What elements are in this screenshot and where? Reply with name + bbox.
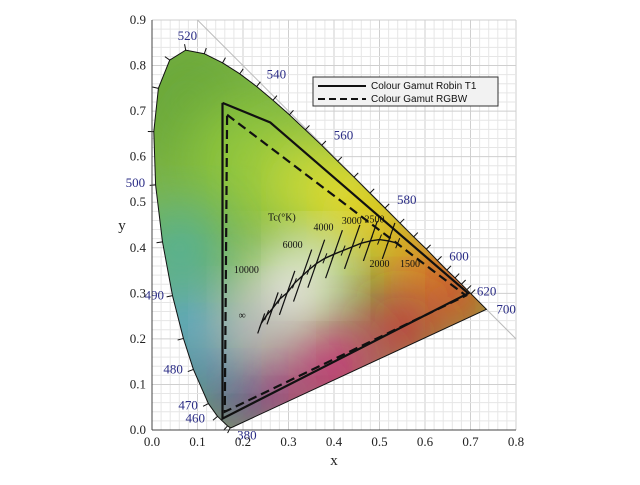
locus-tick [455,274,459,278]
locus-tick [400,219,404,223]
locus-tick [338,157,342,161]
wavelength-label: 460 [186,410,206,425]
x-axis-label: x [330,453,338,469]
locus-tick [153,87,159,88]
legend-label-rgbw: Colour Gamut RGBW [371,94,468,105]
cct-label: 10000 [234,265,259,276]
y-tick-label: 0.4 [130,240,147,255]
locus-tick [204,48,206,54]
wavelength-label: 580 [397,192,417,207]
wavelength-label: 500 [126,175,146,190]
x-tick-label: 0.7 [462,434,479,449]
legend-label-robin-t1: Colour Gamut Robin T1 [371,81,477,92]
locus-tick [167,296,173,297]
y-tick-label: 0.7 [130,103,147,118]
x-tick-label: 0.8 [508,434,524,449]
x-tick-label: 0.6 [417,434,434,449]
cct-label: ∞ [238,310,245,321]
cct-label: 2500 [364,215,384,226]
y-tick-label: 0.2 [130,331,146,346]
y-tick-label: 0.3 [130,285,146,300]
wavelength-label: 620 [477,284,497,299]
y-axis-tick-labels: 0.0 0.1 0.2 0.3 0.4 0.5 0.6 0.7 0.8 0.9 [130,12,147,437]
y-axis-label: y [118,218,126,234]
y-tick-label: 0.6 [130,149,147,164]
y-tick-label: 0.5 [130,194,146,209]
x-axis-tick-labels: 0.0 0.1 0.2 0.3 0.4 0.5 0.6 0.7 0.8 [144,434,524,449]
y-tick-label: 0.9 [130,12,146,27]
wavelength-label: 480 [163,361,183,376]
x-tick-label: 0.3 [280,434,296,449]
wavelength-label: 560 [334,127,354,142]
x-tick-label: 0.0 [144,434,160,449]
wavelength-label: 520 [178,28,198,43]
locus-tick [203,404,208,407]
y-tick-label: 0.8 [130,58,146,73]
wavelength-label: 540 [267,67,287,82]
cct-label: 3000 [342,216,362,227]
cct-label: 4000 [314,222,334,233]
locus-tick [426,245,430,249]
locus-tick [185,44,186,50]
x-tick-label: 0.5 [371,434,387,449]
locus-tick [165,57,170,60]
cct-label: 1500 [400,259,420,270]
cct-label: 6000 [283,240,303,251]
wavelength-label: 700 [496,301,516,316]
x-tick-label: 0.1 [189,434,205,449]
wavelength-label: 470 [178,398,198,413]
y-tick-label: 0.1 [130,376,146,391]
cct-label: 2000 [369,259,389,270]
x-tick-label: 0.2 [235,434,251,449]
legend: Colour Gamut Robin T1 Colour Gamut RGBW [313,77,498,106]
wavelength-label: 600 [449,249,469,264]
cct-title: Tc(°K) [268,212,296,223]
color-blob [138,207,220,289]
locus-tick [461,280,465,284]
y-tick-label: 0.0 [130,422,146,437]
wavelength-label: 490 [144,288,164,303]
x-tick-label: 0.4 [326,434,343,449]
color-blob [220,298,284,362]
